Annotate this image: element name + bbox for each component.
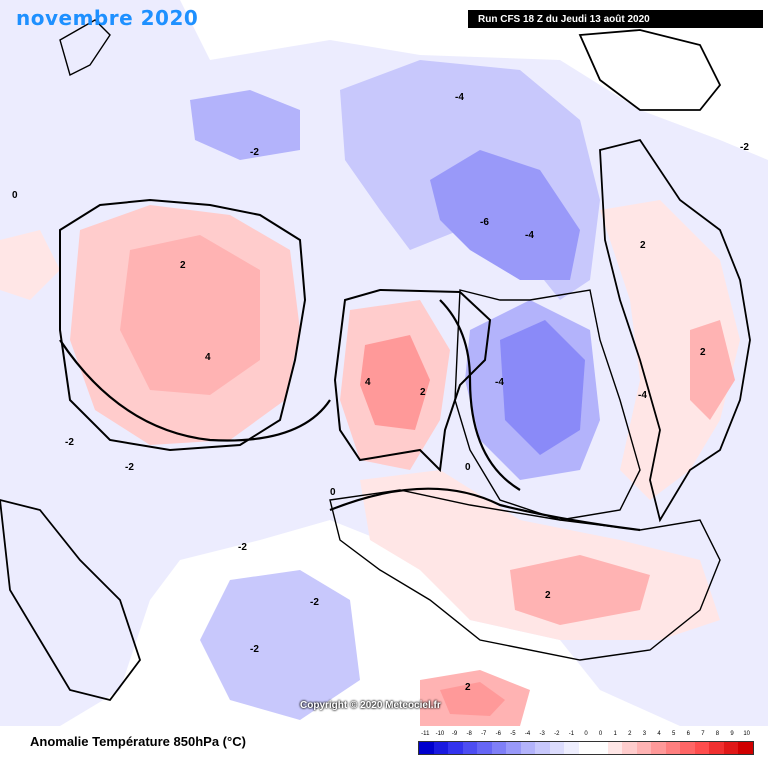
- color-scale-swatch: [549, 742, 565, 754]
- contour-labels: 2 4 4 2 -4 -2 -6 -4 -4 0 2 2 2 -2 -2 -2 …: [12, 92, 749, 693]
- contour-label: 0: [330, 487, 336, 498]
- color-scale-tick: 0: [584, 731, 588, 737]
- anomaly-area-warm-mideast: [510, 555, 650, 625]
- contour-label: 2: [180, 260, 186, 271]
- color-scale-tick: 9: [730, 731, 734, 737]
- anomaly-area-warm-greenland-core: [360, 335, 430, 430]
- color-scale-tick: 5: [671, 731, 676, 737]
- color-scale-tick: 0: [598, 731, 603, 737]
- color-scale-swatch: [694, 742, 710, 754]
- contour-label: 2: [640, 240, 646, 251]
- color-scale: -11 -10 -9 -8 -7 -6 -5 -4 -3 -2 -1 0 0 1 2 3 4 5 6 7 8 9 10: [418, 731, 754, 755]
- color-scale-tick: 7: [701, 731, 705, 737]
- contour-label: -4: [638, 390, 647, 401]
- contour-label: -4: [495, 377, 504, 388]
- month-title: novembre 2020: [16, 6, 199, 30]
- anomaly-area-cold-pacific: [190, 90, 300, 160]
- color-scale-swatch: [448, 742, 463, 754]
- color-scale-tick: 2: [628, 731, 632, 737]
- color-scale-swatch: [491, 742, 507, 754]
- color-scale-swatch: [607, 742, 623, 754]
- color-scale-tick: -4: [524, 731, 531, 737]
- contour-label: -2: [65, 437, 74, 448]
- color-scale-swatch: [564, 742, 579, 754]
- color-scale-tick: -8: [466, 731, 472, 737]
- anomaly-area-warm-siberia-core: [690, 320, 735, 420]
- color-scale-swatch: [665, 742, 681, 754]
- contour-label: 2: [545, 590, 551, 601]
- anomaly-area-warm-siberia: [600, 200, 740, 500]
- color-scale-tick: 1: [613, 731, 617, 737]
- color-scale-swatch: [723, 742, 739, 754]
- color-scale-swatch: [593, 742, 608, 754]
- contour-label: -2: [125, 462, 134, 473]
- contour-label: -2: [238, 542, 247, 553]
- color-scale-tick: -7: [481, 731, 487, 737]
- color-scale-swatch: [535, 742, 550, 754]
- color-scale-swatch: [433, 742, 449, 754]
- contour-label: 2: [420, 387, 426, 398]
- color-scale-swatch: [578, 742, 594, 754]
- contour-label: 2: [465, 682, 471, 693]
- anomaly-area-cold-asia-core: [500, 320, 585, 455]
- contour-label: 4: [365, 377, 371, 388]
- color-scale-swatch: [520, 742, 536, 754]
- color-scale-tick: 8: [715, 731, 720, 737]
- contour-label: -6: [480, 217, 489, 228]
- color-scale-swatch: [462, 742, 478, 754]
- color-scale-labels: -11 -10 -9 -8 -7 -6 -5 -4 -3 -2 -1 0 0 1 2 3 4 5 6 7 8 9 10: [418, 731, 754, 741]
- color-scale-tick: -3: [539, 731, 545, 737]
- color-scale-tick: 6: [686, 731, 690, 737]
- anomaly-area-warm-africa-core: [440, 682, 505, 716]
- run-info-banner: Run CFS 18 Z du Jeudi 13 août 2020: [468, 10, 763, 28]
- color-scale-tick: -10: [435, 731, 445, 737]
- contour-label: -2: [250, 147, 259, 158]
- color-scale-swatch: [651, 742, 666, 754]
- zero-contours: [59, 299, 641, 532]
- legend-footer: Anomalie Température 850hPa (°C) -11 -10-…: [0, 726, 768, 768]
- color-scale-swatch: [419, 742, 434, 754]
- color-scale-swatch: [477, 742, 492, 754]
- contour-label: -2: [250, 644, 259, 655]
- color-scale-swatch: [636, 742, 652, 754]
- contour-label: 4: [205, 352, 211, 363]
- contour-label: 2: [700, 347, 706, 358]
- coastlines: [0, 19, 751, 702]
- color-scale-bar: [418, 741, 754, 755]
- color-scale-tick: -11: [421, 731, 430, 737]
- color-scale-tick: 3: [642, 731, 647, 737]
- copyright-text: Copyright © 2020 Meteociel.fr: [300, 700, 441, 711]
- color-scale-tick: -1: [568, 731, 575, 737]
- color-scale-swatch: [680, 742, 695, 754]
- color-scale-tick: -9: [451, 731, 458, 737]
- color-scale-swatch: [506, 742, 521, 754]
- color-scale-tick: 10: [743, 731, 751, 737]
- contour-label: -4: [525, 230, 534, 241]
- contour-label: -2: [310, 597, 319, 608]
- anomaly-area-cold-core: [430, 150, 580, 280]
- color-scale-tick: -6: [495, 731, 502, 737]
- contour-label: -2: [740, 142, 749, 153]
- anomaly-area-cold-atlantic: [200, 570, 360, 720]
- color-scale-swatch: [709, 742, 724, 754]
- anomaly-area-warm-canada-core: [120, 235, 260, 395]
- color-scale-tick: 4: [657, 731, 661, 737]
- anomaly-area-warm-west: [0, 230, 60, 300]
- temperature-anomaly-map: 2 4 4 2 -4 -2 -6 -4 -4 0 2 2 2 -2 -2 -2 …: [0, 0, 768, 726]
- color-scale-tick: -5: [510, 731, 516, 737]
- color-scale-swatch: [622, 742, 637, 754]
- contour-label: 0: [12, 190, 18, 201]
- color-scale-tick: -2: [554, 731, 560, 737]
- contour-label: -4: [455, 92, 464, 103]
- color-scale-swatch: [738, 742, 753, 754]
- legend-title: Anomalie Température 850hPa (°C): [30, 734, 246, 749]
- contour-label: 0: [465, 462, 471, 473]
